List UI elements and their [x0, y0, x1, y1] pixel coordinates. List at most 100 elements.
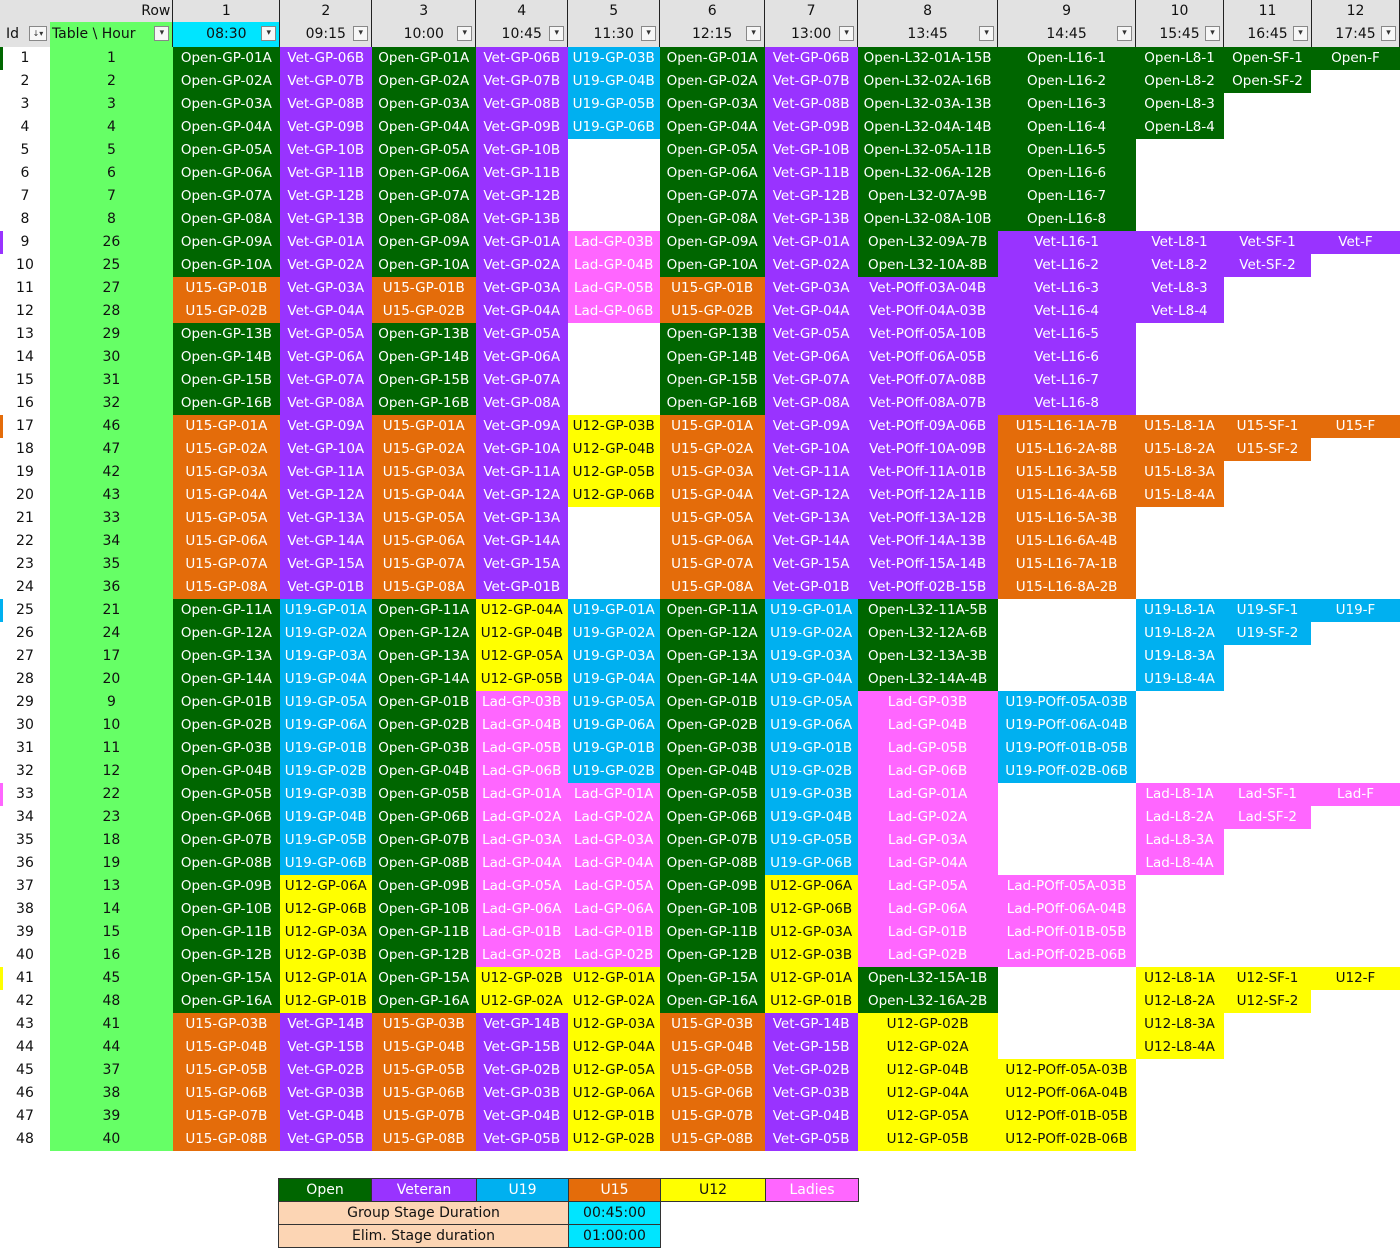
- match-cell[interactable]: Vet-GP-13A: [279, 507, 372, 530]
- match-cell[interactable]: U15-GP-07B: [172, 1105, 280, 1128]
- match-cell[interactable]: Open-GP-10A: [659, 254, 765, 277]
- empty-cell[interactable]: [1135, 185, 1224, 208]
- empty-cell[interactable]: [1223, 944, 1312, 967]
- match-cell[interactable]: U15-L8-2A: [1135, 438, 1224, 461]
- empty-cell[interactable]: [1135, 1059, 1224, 1082]
- match-cell[interactable]: U15-GP-08B: [659, 1128, 765, 1151]
- empty-cell[interactable]: [1223, 1128, 1312, 1151]
- match-cell[interactable]: U15-L16-7A-1B: [997, 553, 1136, 576]
- match-cell[interactable]: U19-GP-06B: [764, 852, 858, 875]
- table-hour-header[interactable]: Table \ Hour ▾: [49, 22, 173, 47]
- empty-cell[interactable]: [567, 369, 660, 392]
- match-cell[interactable]: Vet-GP-08A: [279, 392, 372, 415]
- match-cell[interactable]: Vet-L16-6: [997, 346, 1136, 369]
- match-cell[interactable]: Open-GP-13B: [659, 323, 765, 346]
- match-cell[interactable]: Open-GP-02B: [172, 714, 280, 737]
- match-cell[interactable]: Vet-GP-08B: [764, 93, 858, 116]
- match-cell[interactable]: Vet-GP-09A: [279, 415, 372, 438]
- empty-cell[interactable]: [1135, 1082, 1224, 1105]
- empty-cell[interactable]: [567, 507, 660, 530]
- match-cell[interactable]: U15-GP-05A: [371, 507, 476, 530]
- match-cell[interactable]: Vet-GP-03A: [279, 277, 372, 300]
- empty-cell[interactable]: [1311, 507, 1400, 530]
- match-cell[interactable]: Lad-GP-02B: [857, 944, 998, 967]
- match-cell[interactable]: Open-GP-12A: [659, 622, 765, 645]
- match-cell[interactable]: U19-GP-02A: [279, 622, 372, 645]
- match-cell[interactable]: Open-GP-04B: [172, 760, 280, 783]
- match-cell[interactable]: Lad-GP-04B: [857, 714, 998, 737]
- match-cell[interactable]: Vet-GP-15A: [475, 553, 568, 576]
- empty-cell[interactable]: [997, 668, 1136, 691]
- match-cell[interactable]: Open-L16-7: [997, 185, 1136, 208]
- empty-cell[interactable]: [1135, 714, 1224, 737]
- match-cell[interactable]: Open-GP-06A: [371, 162, 476, 185]
- empty-cell[interactable]: [1223, 760, 1312, 783]
- empty-cell[interactable]: [1223, 346, 1312, 369]
- empty-cell[interactable]: [1135, 760, 1224, 783]
- match-cell[interactable]: Vet-GP-08A: [764, 392, 858, 415]
- match-cell[interactable]: Lad-GP-01B: [567, 921, 660, 944]
- empty-cell[interactable]: [1135, 875, 1224, 898]
- match-cell[interactable]: Vet-L8-2: [1135, 254, 1224, 277]
- match-cell[interactable]: Vet-GP-04A: [475, 300, 568, 323]
- match-cell[interactable]: Lad-GP-03B: [857, 691, 998, 714]
- match-cell[interactable]: Open-GP-11A: [172, 599, 280, 622]
- match-cell[interactable]: Vet-GP-01B: [764, 576, 858, 599]
- empty-cell[interactable]: [1311, 875, 1400, 898]
- match-cell[interactable]: U12-GP-05A: [567, 1059, 660, 1082]
- match-cell[interactable]: Vet-GP-06B: [279, 47, 372, 70]
- empty-cell[interactable]: [567, 323, 660, 346]
- match-cell[interactable]: Vet-L16-2: [997, 254, 1136, 277]
- match-cell[interactable]: Lad-GP-01A: [475, 783, 568, 806]
- match-cell[interactable]: U12-SF-2: [1223, 990, 1312, 1013]
- match-cell[interactable]: Lad-L8-1A: [1135, 783, 1224, 806]
- match-cell[interactable]: Open-GP-14B: [172, 346, 280, 369]
- match-cell[interactable]: U15-L8-4A: [1135, 484, 1224, 507]
- match-cell[interactable]: U15-GP-08B: [172, 1128, 280, 1151]
- match-cell[interactable]: U15-GP-08A: [659, 576, 765, 599]
- match-cell[interactable]: Open-GP-07B: [172, 829, 280, 852]
- empty-cell[interactable]: [1311, 185, 1400, 208]
- empty-cell[interactable]: [1223, 1013, 1312, 1036]
- empty-cell[interactable]: [997, 783, 1136, 806]
- match-cell[interactable]: Vet-GP-14A: [764, 530, 858, 553]
- empty-cell[interactable]: [1223, 1082, 1312, 1105]
- empty-cell[interactable]: [1311, 139, 1400, 162]
- match-cell[interactable]: U12-GP-02B: [567, 1128, 660, 1151]
- empty-cell[interactable]: [1311, 530, 1400, 553]
- filter-button[interactable]: ▾: [353, 26, 369, 41]
- match-cell[interactable]: U12-GP-04A: [857, 1082, 998, 1105]
- match-cell[interactable]: Open-GP-11A: [371, 599, 476, 622]
- match-cell[interactable]: Vet-POff-03A-04B: [857, 277, 998, 300]
- match-cell[interactable]: U15-GP-08A: [371, 576, 476, 599]
- match-cell[interactable]: Vet-GP-09A: [764, 415, 858, 438]
- match-cell[interactable]: U15-GP-06A: [172, 530, 280, 553]
- empty-cell[interactable]: [1311, 645, 1400, 668]
- empty-cell[interactable]: [1223, 208, 1312, 231]
- match-cell[interactable]: Open-GP-03B: [659, 737, 765, 760]
- match-cell[interactable]: U15-L8-1A: [1135, 415, 1224, 438]
- match-cell[interactable]: Open-L32-06A-12B: [857, 162, 998, 185]
- empty-cell[interactable]: [997, 599, 1136, 622]
- match-cell[interactable]: U15-GP-06B: [172, 1082, 280, 1105]
- match-cell[interactable]: Vet-GP-12B: [279, 185, 372, 208]
- match-cell[interactable]: Open-GP-03A: [172, 93, 280, 116]
- match-cell[interactable]: U12-GP-06B: [764, 898, 858, 921]
- match-cell[interactable]: Open-GP-10A: [371, 254, 476, 277]
- match-cell[interactable]: U19-GP-01A: [567, 599, 660, 622]
- match-cell[interactable]: Open-GP-15B: [659, 369, 765, 392]
- match-cell[interactable]: Open-L32-15A-1B: [857, 967, 998, 990]
- match-cell[interactable]: U19-GP-02A: [567, 622, 660, 645]
- match-cell[interactable]: Vet-GP-07A: [764, 369, 858, 392]
- match-cell[interactable]: Open-GP-11B: [371, 921, 476, 944]
- match-cell[interactable]: Vet-GP-14B: [475, 1013, 568, 1036]
- match-cell[interactable]: Open-GP-11B: [659, 921, 765, 944]
- match-cell[interactable]: Open-GP-08B: [371, 852, 476, 875]
- match-cell[interactable]: U15-GP-01B: [659, 277, 765, 300]
- match-cell[interactable]: Lad-GP-02B: [567, 944, 660, 967]
- empty-cell[interactable]: [1223, 1105, 1312, 1128]
- match-cell[interactable]: U12-GP-06B: [279, 898, 372, 921]
- empty-cell[interactable]: [567, 162, 660, 185]
- match-cell[interactable]: Open-GP-03A: [659, 93, 765, 116]
- match-cell[interactable]: Vet-GP-08B: [475, 93, 568, 116]
